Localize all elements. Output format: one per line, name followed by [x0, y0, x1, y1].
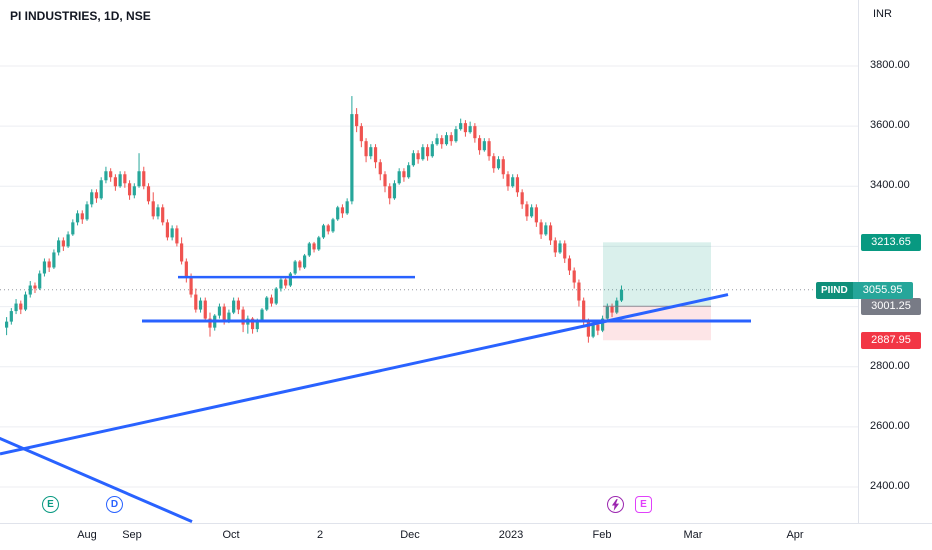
ascending-trendline[interactable]	[0, 293, 729, 456]
stop-price-label: 2887.95	[871, 334, 911, 347]
time-tick-label: Aug	[77, 529, 97, 541]
lightning-icon	[611, 498, 620, 511]
price-tick-label: 2400.00	[870, 480, 910, 492]
candles-layer	[5, 96, 624, 343]
loss-zone	[603, 306, 711, 341]
current-price-label: 3055.95	[852, 281, 913, 299]
gridlines	[0, 65, 858, 488]
current-price-badge: PIIND 3055.95	[816, 281, 913, 299]
entry-price-badge[interactable]: 3001.25	[861, 298, 921, 316]
symbol-ticker-label: PIIND	[816, 281, 853, 299]
price-tick-label: 3400.00	[870, 179, 910, 192]
dividends-marker[interactable]: D	[106, 496, 123, 513]
currency-label: INR	[873, 8, 892, 20]
symbol-legend[interactable]: PI INDUSTRIES, 1D, NSE	[10, 9, 151, 23]
earnings-upcoming-marker[interactable]: E	[635, 496, 652, 513]
price-tick-label: 3600.00	[870, 119, 910, 132]
time-tick-label: Feb	[592, 529, 612, 541]
time-tick-label: Mar	[683, 529, 703, 541]
symbol-title: PI INDUSTRIES, 1D, NSE	[10, 9, 151, 23]
descending-trendline[interactable]	[0, 436, 193, 523]
time-tick-label: Sep	[122, 529, 142, 541]
profit-zone	[603, 242, 711, 307]
price-tick-label: 2800.00	[870, 359, 910, 372]
price-tick-label: 3800.00	[870, 59, 910, 71]
time-tick-label: 2023	[498, 529, 524, 541]
stop-price-badge[interactable]: 2887.95	[861, 332, 921, 350]
time-tick-label: Dec	[400, 529, 420, 541]
long-position-tool[interactable]	[603, 242, 711, 341]
time-tick-label: 2	[316, 529, 324, 541]
time-tick-label: Apr	[786, 529, 804, 541]
target-price-label: 3213.65	[871, 236, 911, 249]
earnings-marker[interactable]: E	[42, 496, 59, 513]
alert-marker[interactable]	[607, 496, 624, 513]
target-price-badge[interactable]: 3213.65	[861, 234, 921, 252]
price-tick-label: 2600.00	[870, 419, 910, 432]
trendlines-layer	[0, 275, 751, 523]
entry-price-label: 3001.25	[871, 300, 911, 313]
time-tick-label: Oct	[222, 529, 240, 541]
